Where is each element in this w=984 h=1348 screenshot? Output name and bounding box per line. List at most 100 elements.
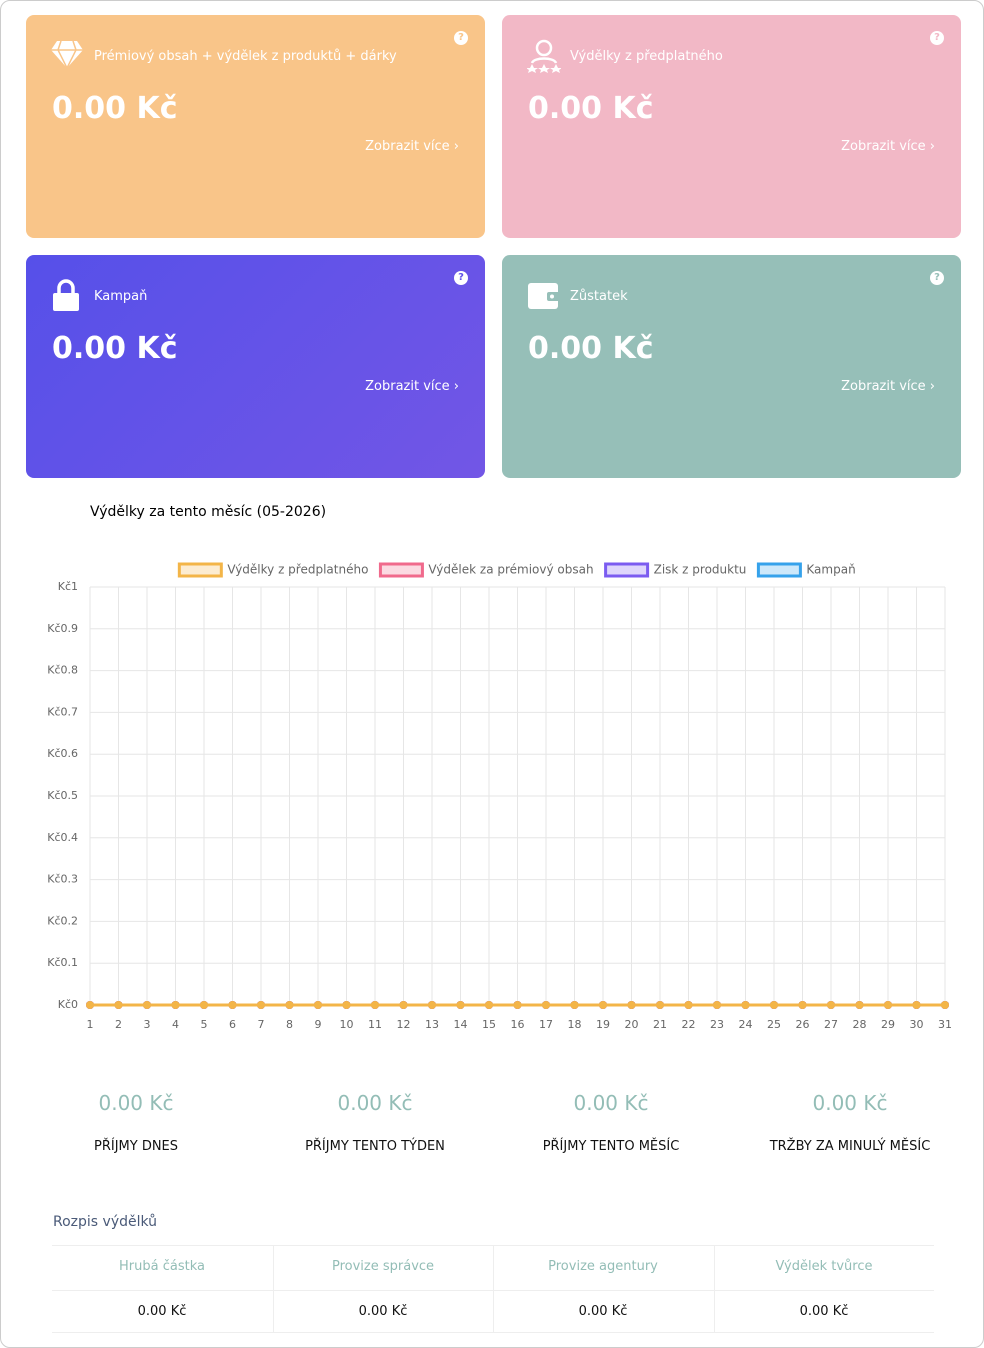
stat-label: PŘÍJMY DNES xyxy=(93,1139,179,1154)
point xyxy=(656,1001,664,1009)
link-text[interactable]: Zobrazit více xyxy=(365,139,450,154)
x-tick-label: 27 xyxy=(824,1018,838,1031)
x-tick-label: 15 xyxy=(482,1018,496,1031)
table-header-cell: Hrubá částka xyxy=(119,1259,205,1274)
y-tick-label: Kč0.9 xyxy=(47,622,78,635)
chart-title: Výdělky za tento měsíc (05-2026) xyxy=(90,504,326,520)
y-tick-label: Kč0.4 xyxy=(47,831,78,844)
stat: 0.00 Kč PŘÍJMY TENTO TÝDEN xyxy=(265,1091,485,1154)
legend-swatch xyxy=(756,562,802,578)
x-tick-label: 6 xyxy=(229,1018,236,1031)
column-divider xyxy=(493,1245,494,1333)
chart: Výdělky za tento měsíc (05-2026) Kč0 Kč0.… xyxy=(47,504,952,1031)
point xyxy=(570,1001,579,1009)
card[interactable]: Výdělky z předplatného ? 0.00 Kč Zobrazi… xyxy=(502,15,961,238)
point xyxy=(200,1001,208,1009)
help-icon[interactable]: ? xyxy=(930,31,944,45)
x-tick-label: 9 xyxy=(315,1018,322,1031)
legend-swatch xyxy=(604,562,650,578)
table-cell: 0.00 Kč xyxy=(358,1304,408,1319)
legend-swatch xyxy=(378,562,424,578)
card-link[interactable]: Zobrazit více › xyxy=(841,379,935,394)
legend-label: Zisk z produktu xyxy=(654,563,747,577)
point xyxy=(513,1001,522,1009)
y-tick-label: Kč0.3 xyxy=(47,873,78,886)
y-tick-label: Kč0.6 xyxy=(47,747,78,760)
point xyxy=(314,1001,322,1009)
card-title: Zůstatek xyxy=(570,289,628,304)
point xyxy=(941,1001,949,1009)
card-amount: 0.00 Kč xyxy=(52,331,178,366)
table-header-cell: Provize agentury xyxy=(548,1259,658,1274)
link-text[interactable]: Zobrazit více xyxy=(365,379,450,394)
stat-value: 0.00 Kč xyxy=(573,1091,649,1115)
x-tick-label: 20 xyxy=(625,1018,639,1031)
x-tick-label: 22 xyxy=(682,1018,696,1031)
point xyxy=(228,1001,237,1009)
legend-label: Kampaň xyxy=(806,563,855,577)
card[interactable]: Prémiový obsah + výdělek z produktů + dá… xyxy=(26,15,485,238)
card-link[interactable]: Zobrazit více › xyxy=(365,379,459,394)
legend-label: Výdělek za prémiový obsah xyxy=(428,563,593,577)
stat: 0.00 Kč TRŽBY ZA MINULÝ MĚSÍC xyxy=(740,1091,960,1154)
stat-value: 0.00 Kč xyxy=(98,1091,174,1115)
point xyxy=(171,1001,180,1009)
card-link[interactable]: Zobrazit více › xyxy=(365,139,459,154)
stat: 0.00 Kč PŘÍJMY TENTO MĚSÍC xyxy=(501,1091,721,1154)
x-tick-label: 17 xyxy=(539,1018,553,1031)
point xyxy=(713,1001,721,1009)
table-cell: 0.00 Kč xyxy=(578,1304,628,1319)
table-header-cell: Provize správce xyxy=(331,1259,435,1274)
point xyxy=(428,1001,436,1009)
x-tick-label: 21 xyxy=(653,1018,667,1031)
x-tick-label: 30 xyxy=(910,1018,924,1031)
x-tick-label: 19 xyxy=(596,1018,610,1031)
point xyxy=(285,1001,294,1009)
card-title: Kampaň xyxy=(94,289,148,304)
card-link[interactable]: Zobrazit více › xyxy=(841,139,935,154)
point xyxy=(855,1001,864,1009)
y-tick-label: Kč0.7 xyxy=(47,705,78,718)
legend-label: Výdělky z předplatného xyxy=(227,563,368,577)
link-text[interactable]: Zobrazit více xyxy=(841,379,926,394)
y-tick-label: Kč0 xyxy=(58,998,78,1011)
y-tick-label: Kč1 xyxy=(58,580,78,593)
card[interactable]: Zůstatek ? 0.00 Kč Zobrazit více › xyxy=(502,255,961,478)
x-tick-label: 5 xyxy=(201,1018,208,1031)
card-amount: 0.00 Kč xyxy=(528,331,654,366)
stat-value: 0.00 Kč xyxy=(337,1091,413,1115)
point xyxy=(257,1001,265,1009)
point xyxy=(627,1001,636,1009)
point xyxy=(485,1001,493,1009)
table-cell: 0.00 Kč xyxy=(799,1304,849,1319)
point xyxy=(114,1001,123,1009)
point xyxy=(143,1001,151,1009)
card-amount: 0.00 Kč xyxy=(52,91,178,126)
x-tick-label: 11 xyxy=(368,1018,382,1031)
card-title: Prémiový obsah + výdělek z produktů + dá… xyxy=(94,49,397,64)
link-text[interactable]: Zobrazit více xyxy=(841,139,926,154)
x-tick-label: 18 xyxy=(568,1018,582,1031)
point xyxy=(798,1001,807,1009)
lock-icon xyxy=(53,279,79,311)
y-tick-label: Kč0.5 xyxy=(47,789,78,802)
table-cell: 0.00 Kč xyxy=(137,1304,187,1319)
help-icon[interactable]: ? xyxy=(930,271,944,285)
help-icon[interactable]: ? xyxy=(454,31,468,45)
legend-swatch xyxy=(177,562,223,578)
point xyxy=(599,1001,607,1009)
x-tick-label: 3 xyxy=(144,1018,151,1031)
x-tick-label: 24 xyxy=(739,1018,753,1031)
x-tick-label: 4 xyxy=(172,1018,179,1031)
column-divider xyxy=(273,1245,274,1333)
point xyxy=(456,1001,465,1009)
card[interactable]: Kampaň ? 0.00 Kč Zobrazit více › xyxy=(26,255,485,478)
point xyxy=(770,1001,778,1009)
help-icon[interactable]: ? xyxy=(454,271,468,285)
x-tick-label: 31 xyxy=(938,1018,952,1031)
point xyxy=(912,1001,921,1009)
card-amount: 0.00 Kč xyxy=(528,91,654,126)
x-tick-label: 8 xyxy=(286,1018,293,1031)
breakdown-title: Rozpis výdělků xyxy=(53,1214,158,1230)
